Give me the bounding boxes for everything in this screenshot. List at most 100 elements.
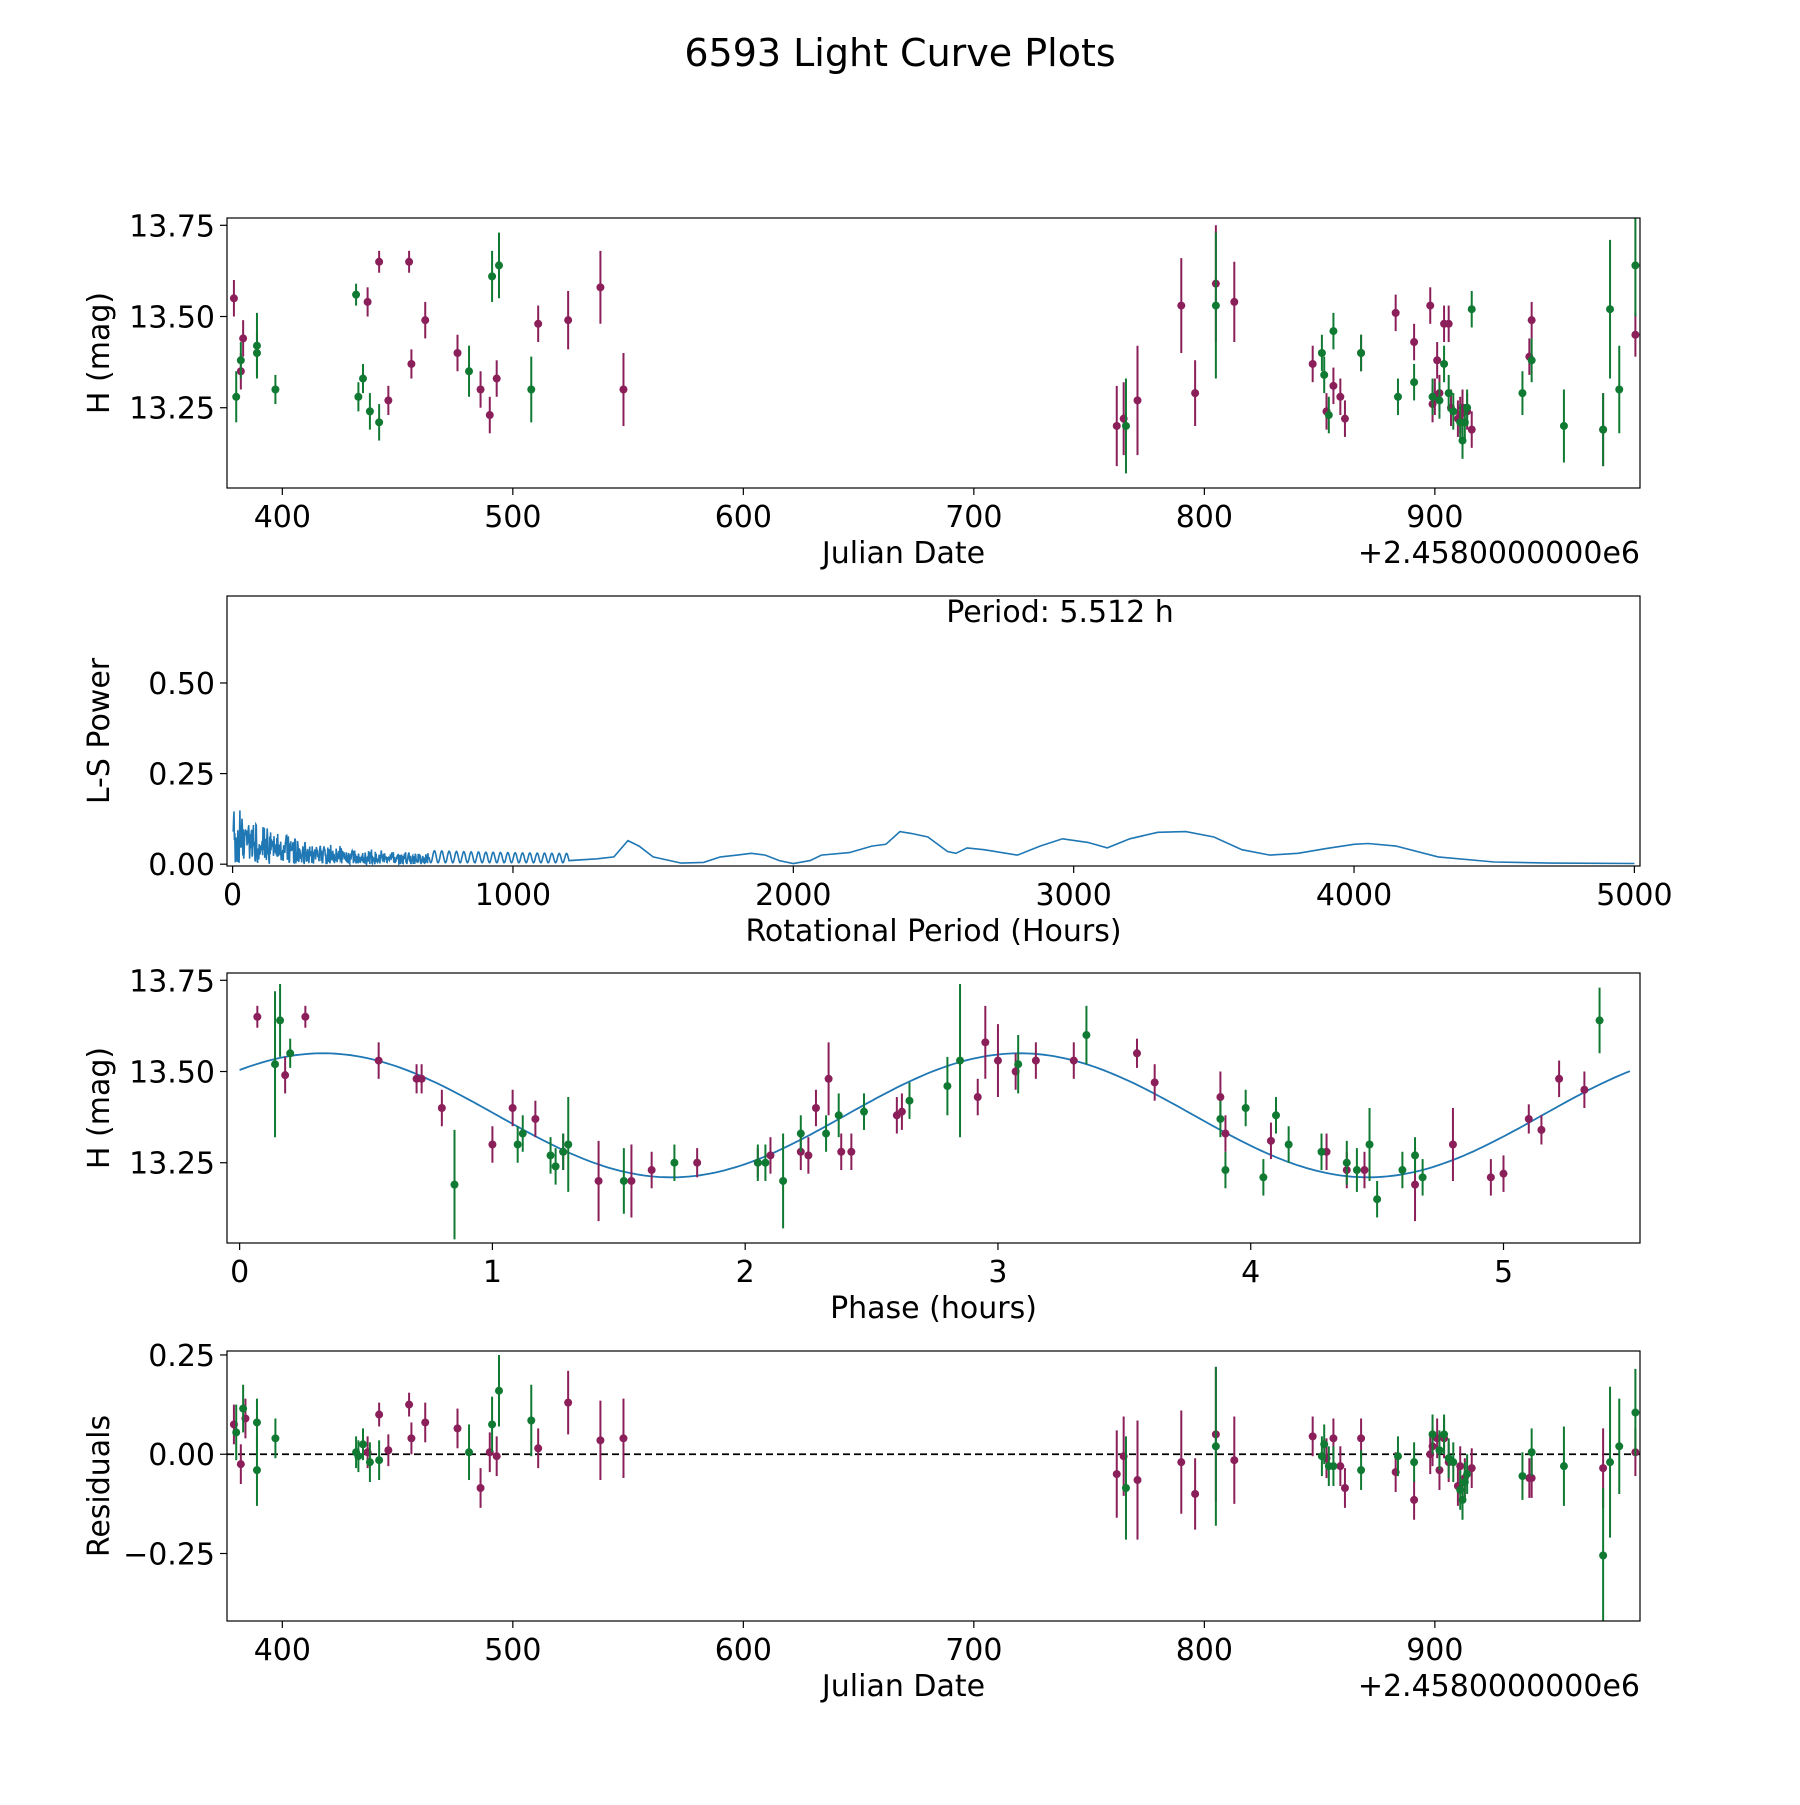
data-point [1324, 411, 1333, 420]
data-point [897, 1107, 906, 1116]
data-point [1467, 1464, 1476, 1473]
data-point [1537, 1125, 1546, 1134]
x-axis-label: Phase (hours) [830, 1291, 1037, 1326]
data-point [1435, 396, 1444, 405]
data-point [837, 1147, 846, 1156]
axes-frame [226, 1350, 1641, 1622]
data-point [1398, 1166, 1407, 1175]
plot-area [229, 218, 1640, 474]
x-tick-label: 400 [254, 500, 311, 535]
series-1 [271, 983, 1604, 1240]
data-point [1410, 378, 1419, 387]
data-point [494, 1386, 503, 1395]
data-point [753, 1158, 762, 1167]
data-point [354, 392, 363, 401]
data-point [1308, 359, 1317, 368]
data-point [1336, 1462, 1345, 1471]
data-point [1357, 1466, 1366, 1475]
x-tick-label: 2000 [755, 878, 831, 913]
y-tick-label: 13.50 [129, 301, 215, 336]
series-0 [253, 1005, 1589, 1222]
data-point [1191, 389, 1200, 398]
data-point [236, 1460, 245, 1469]
data-point [1527, 1448, 1536, 1457]
data-point [1069, 1056, 1078, 1065]
data-point [1595, 1016, 1604, 1025]
data-point [1336, 392, 1345, 401]
x-tick-label: 500 [484, 500, 541, 535]
data-point [358, 1440, 367, 1449]
data-point [1559, 1462, 1568, 1471]
data-point [354, 1452, 363, 1461]
data-point [1440, 359, 1449, 368]
data-point [421, 316, 430, 325]
data-point [1391, 308, 1400, 317]
data-point [1241, 1104, 1250, 1112]
data-point [564, 1398, 573, 1407]
data-point [1132, 1049, 1141, 1058]
axes-frame [226, 972, 1641, 1244]
data-point [596, 1436, 605, 1445]
data-point [1177, 1458, 1186, 1467]
data-point [1121, 421, 1130, 430]
data-point [1631, 261, 1640, 270]
data-point [1599, 1551, 1608, 1560]
data-point [271, 1060, 280, 1069]
data-point [1216, 1114, 1225, 1123]
data-point [1308, 1432, 1317, 1441]
data-point [453, 349, 462, 357]
data-point [564, 316, 573, 325]
plot-area [227, 1354, 1640, 1621]
data-point [485, 411, 494, 420]
data-point [465, 367, 474, 376]
data-point [1121, 1483, 1130, 1492]
y-tick-label: 0.50 [148, 667, 215, 702]
x-axis-label: Julian Date [820, 536, 985, 571]
data-point [405, 257, 414, 266]
y-tick-label: −0.25 [123, 1538, 215, 1573]
data-point [375, 257, 384, 266]
data-point [1411, 1151, 1420, 1160]
data-point [1410, 1458, 1419, 1467]
x-axis-offset-label: +2.4580000000e6 [1358, 1669, 1640, 1704]
data-point [1467, 305, 1476, 314]
data-point [1317, 349, 1326, 357]
data-point [375, 1456, 384, 1465]
data-point [239, 334, 248, 343]
data-point [1230, 1456, 1239, 1465]
data-point [1456, 1462, 1465, 1471]
data-point [508, 1104, 517, 1112]
data-point [1448, 1140, 1457, 1149]
series-0 [229, 1366, 1640, 1540]
data-point [1527, 316, 1536, 325]
y-axis-label: L-S Power [82, 657, 117, 804]
data-point [531, 1114, 540, 1123]
data-point [1615, 385, 1624, 394]
data-point [619, 385, 628, 394]
data-point [407, 1434, 416, 1443]
data-point [1486, 1173, 1495, 1182]
data-point [1365, 1140, 1374, 1149]
y-tick-label: 13.25 [129, 1147, 215, 1182]
data-point [647, 1166, 656, 1175]
data-point [1259, 1173, 1268, 1182]
data-point [534, 1444, 543, 1453]
periodogram-line [232, 810, 1635, 866]
data-point [594, 1176, 603, 1185]
data-point [252, 1466, 261, 1475]
data-point [761, 1158, 770, 1167]
data-point [1527, 356, 1536, 365]
data-point [1428, 392, 1437, 401]
data-point [766, 1151, 775, 1160]
data-point [1518, 389, 1527, 398]
y-tick-label: 13.50 [129, 1056, 215, 1091]
data-point [1230, 297, 1239, 306]
data-point [1433, 356, 1442, 365]
data-point [1428, 1430, 1437, 1439]
data-point [453, 1424, 462, 1433]
data-point [513, 1140, 522, 1149]
data-point [252, 1418, 261, 1427]
x-tick-label: 3 [988, 1255, 1007, 1290]
data-point [1329, 381, 1338, 390]
